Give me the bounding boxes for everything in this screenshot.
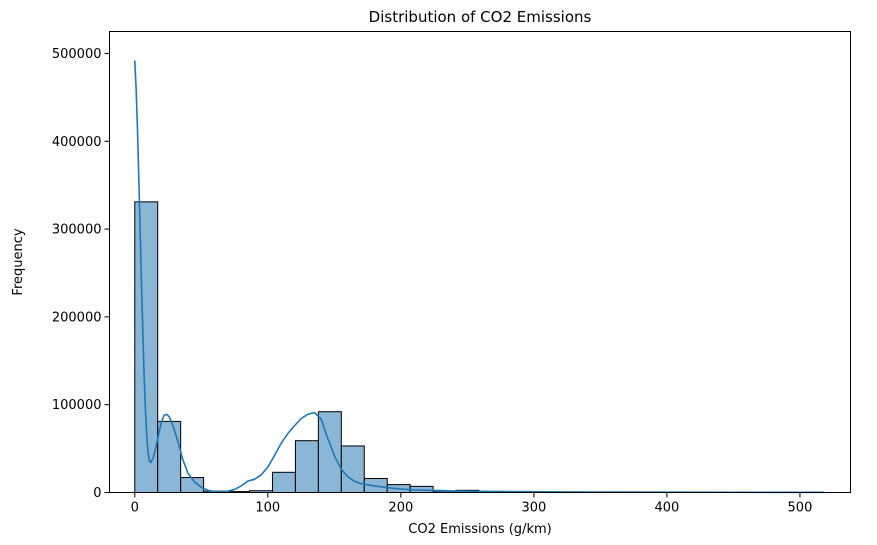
chart-title: Distribution of CO2 Emissions — [369, 8, 592, 26]
y-tick-label: 200000 — [52, 310, 102, 325]
y-tick-label: 300000 — [52, 223, 102, 238]
histogram-bar — [271, 471, 296, 493]
kde-line — [133, 60, 824, 494]
x-tick-label: 100 — [255, 501, 280, 516]
kde-layer — [133, 60, 824, 494]
histogram-bar — [157, 420, 182, 493]
x-tick-label: 500 — [788, 501, 813, 516]
histogram-bar — [317, 411, 342, 493]
histogram-bar — [134, 201, 159, 493]
y-tick-label: 100000 — [52, 398, 102, 413]
y-axis: 0 100000 200000 300000 400000 500000 — [52, 47, 110, 501]
plot-frame — [109, 31, 851, 493]
y-tick-label: 400000 — [52, 135, 102, 150]
x-tick-label: 300 — [521, 501, 546, 516]
histogram-bar — [340, 445, 365, 493]
x-tick-label: 400 — [654, 501, 679, 516]
y-axis-title: Frequency — [11, 228, 26, 295]
x-tick-label: 0 — [131, 501, 139, 516]
y-tick-label: 0 — [93, 486, 101, 501]
x-axis-title: CO2 Emissions (g/km) — [408, 522, 551, 537]
x-tick-label: 200 — [388, 501, 413, 516]
histogram-bar — [294, 440, 319, 494]
x-axis: 0 100 200 300 400 500 — [131, 492, 813, 516]
y-tick-label: 500000 — [52, 47, 102, 62]
